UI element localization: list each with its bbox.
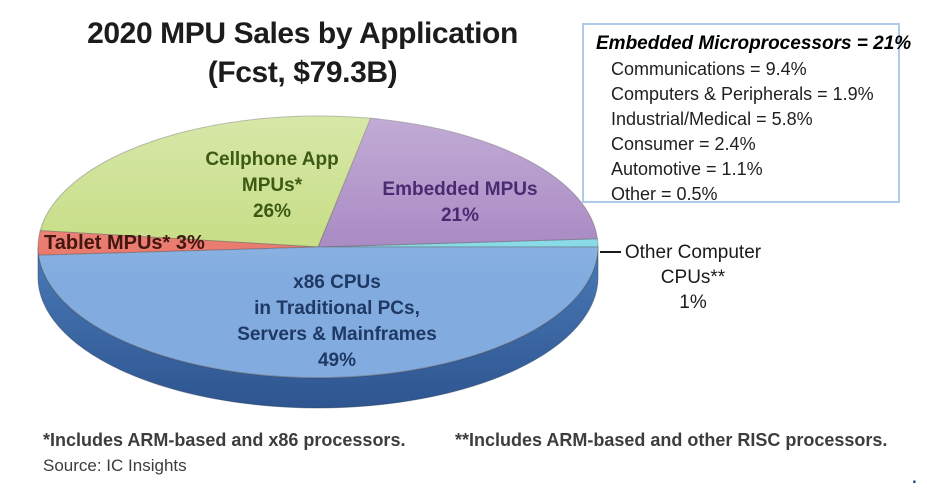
source-text: Source: IC Insights xyxy=(43,456,187,475)
title-line-1: 2020 MPU Sales by Application xyxy=(87,17,518,50)
page-title: 2020 MPU Sales by Application (Fcst, $79… xyxy=(30,14,575,92)
legend-item: Computers & Peripherals = 1.9% xyxy=(611,84,874,104)
footnote-arm-risc: **Includes ARM-based and other RISC proc… xyxy=(455,430,888,450)
legend-item: Communications = 9.4% xyxy=(611,59,807,79)
trailing-dot: . xyxy=(912,468,917,487)
embedded-breakdown-list: Communications = 9.4% Computers & Periphe… xyxy=(596,57,892,207)
legend-item: Industrial/Medical = 5.8% xyxy=(611,109,813,129)
footnote-arm-x86: *Includes ARM-based and x86 processors. xyxy=(43,430,406,450)
pie-gloss-highlight xyxy=(38,116,598,378)
title-line-2: (Fcst, $79.3B) xyxy=(207,56,398,89)
legend-item: Other = 0.5% xyxy=(611,184,718,204)
embedded-breakdown-title: Embedded Microprocessors = 21% xyxy=(596,33,912,54)
legend-item: Automotive = 1.1% xyxy=(611,159,763,179)
embedded-breakdown-box: Embedded Microprocessors = 21% Communica… xyxy=(582,23,912,204)
legend-item: Consumer = 2.4% xyxy=(611,134,756,154)
